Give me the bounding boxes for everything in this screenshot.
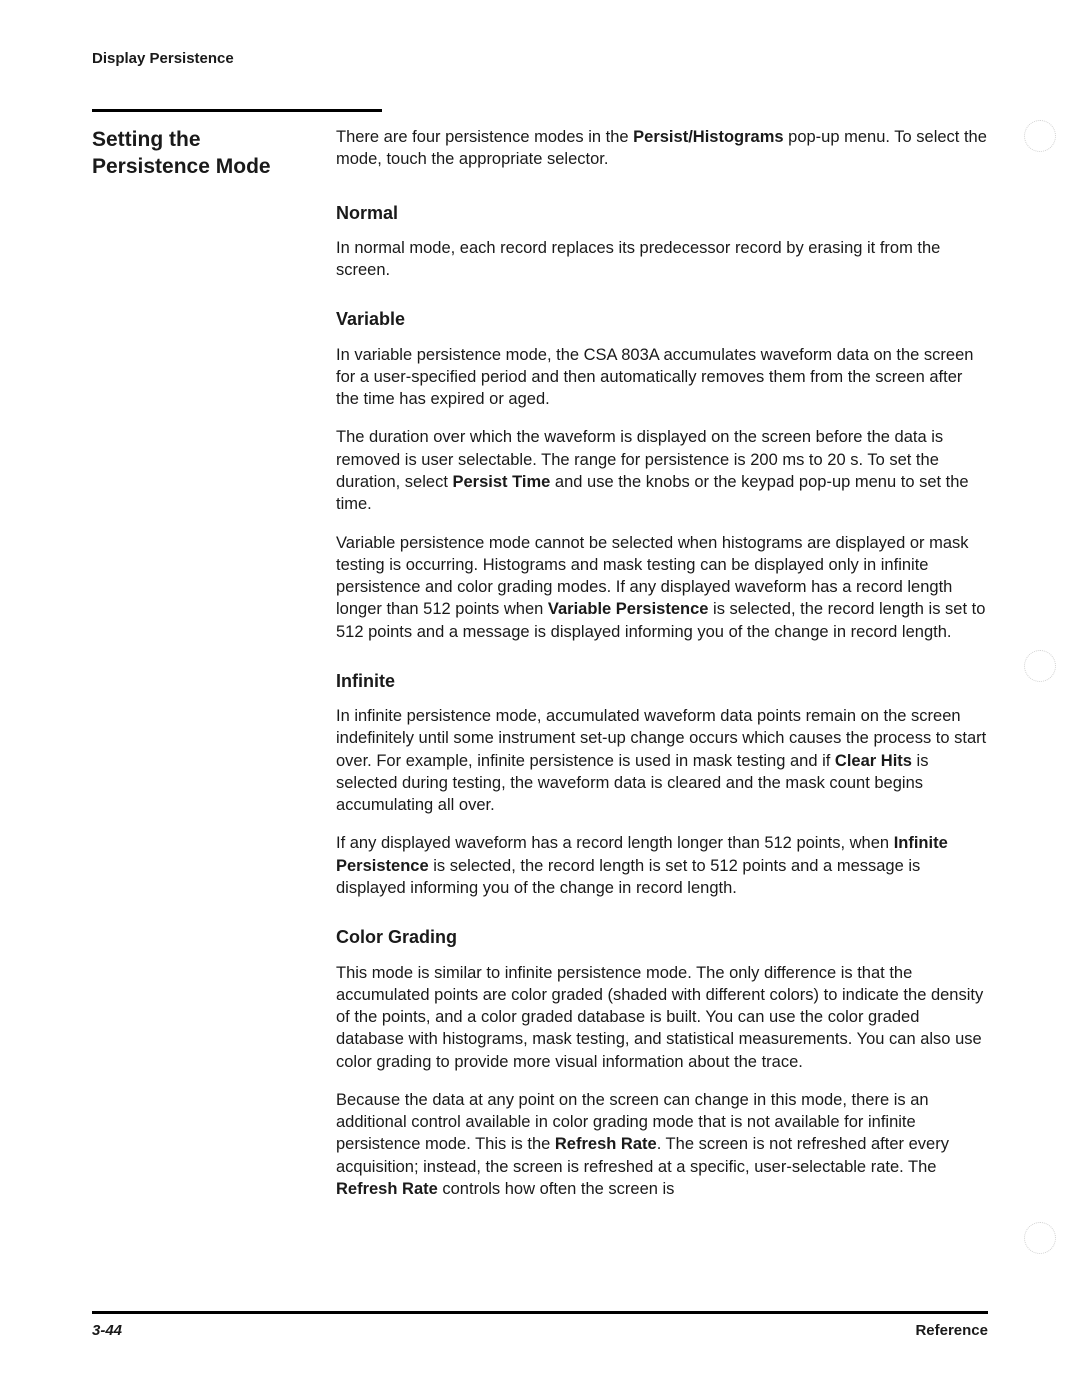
- side-column: Setting the Persistence Mode: [92, 126, 336, 181]
- footer-section-label: Reference: [915, 1322, 988, 1339]
- page-footer: 3-44 Reference: [92, 1311, 988, 1339]
- main-column: There are four persistence modes in the …: [336, 126, 988, 1216]
- footer-row: 3-44 Reference: [92, 1322, 988, 1339]
- infinite-p2: If any displayed waveform has a record l…: [336, 832, 988, 899]
- heading-variable: Variable: [336, 307, 988, 331]
- infinite-p2-pre: If any displayed waveform has a record l…: [336, 834, 894, 852]
- punch-hole-icon: [1024, 120, 1056, 152]
- variable-p3: Variable persistence mode cannot be sele…: [336, 532, 988, 643]
- variable-p2-bold: Persist Time: [452, 473, 550, 491]
- side-heading: Setting the Persistence Mode: [92, 126, 316, 181]
- footer-rule: [92, 1311, 988, 1314]
- cg-p2-bold2: Refresh Rate: [336, 1180, 438, 1198]
- page: Display Persistence Setting the Persiste…: [0, 0, 1080, 1397]
- variable-p3-bold: Variable Persistence: [548, 600, 709, 618]
- normal-p1: In normal mode, each record replaces its…: [336, 237, 988, 282]
- content-row: Setting the Persistence Mode There are f…: [92, 126, 988, 1216]
- infinite-p1-bold: Clear Hits: [835, 752, 912, 770]
- intro-paragraph: There are four persistence modes in the …: [336, 126, 988, 171]
- cg-p2-post: controls how often the screen is: [438, 1180, 675, 1198]
- intro-pre: There are four persistence modes in the: [336, 128, 633, 146]
- heading-infinite: Infinite: [336, 669, 988, 693]
- cg-p2-bold1: Refresh Rate: [555, 1135, 657, 1153]
- running-head: Display Persistence: [92, 50, 988, 67]
- heading-color-grading: Color Grading: [336, 925, 988, 949]
- variable-p1: In variable persistence mode, the CSA 80…: [336, 344, 988, 411]
- intro-bold: Persist/Histograms: [633, 128, 783, 146]
- colorgrading-p1: This mode is similar to infinite persist…: [336, 962, 988, 1073]
- section-rule: [92, 109, 382, 112]
- punch-hole-icon: [1024, 1222, 1056, 1254]
- page-number: 3-44: [92, 1322, 122, 1339]
- infinite-p1: In infinite persistence mode, accumulate…: [336, 705, 988, 816]
- variable-p2: The duration over which the waveform is …: [336, 426, 988, 515]
- colorgrading-p2: Because the data at any point on the scr…: [336, 1089, 988, 1200]
- heading-normal: Normal: [336, 201, 988, 225]
- punch-hole-icon: [1024, 650, 1056, 682]
